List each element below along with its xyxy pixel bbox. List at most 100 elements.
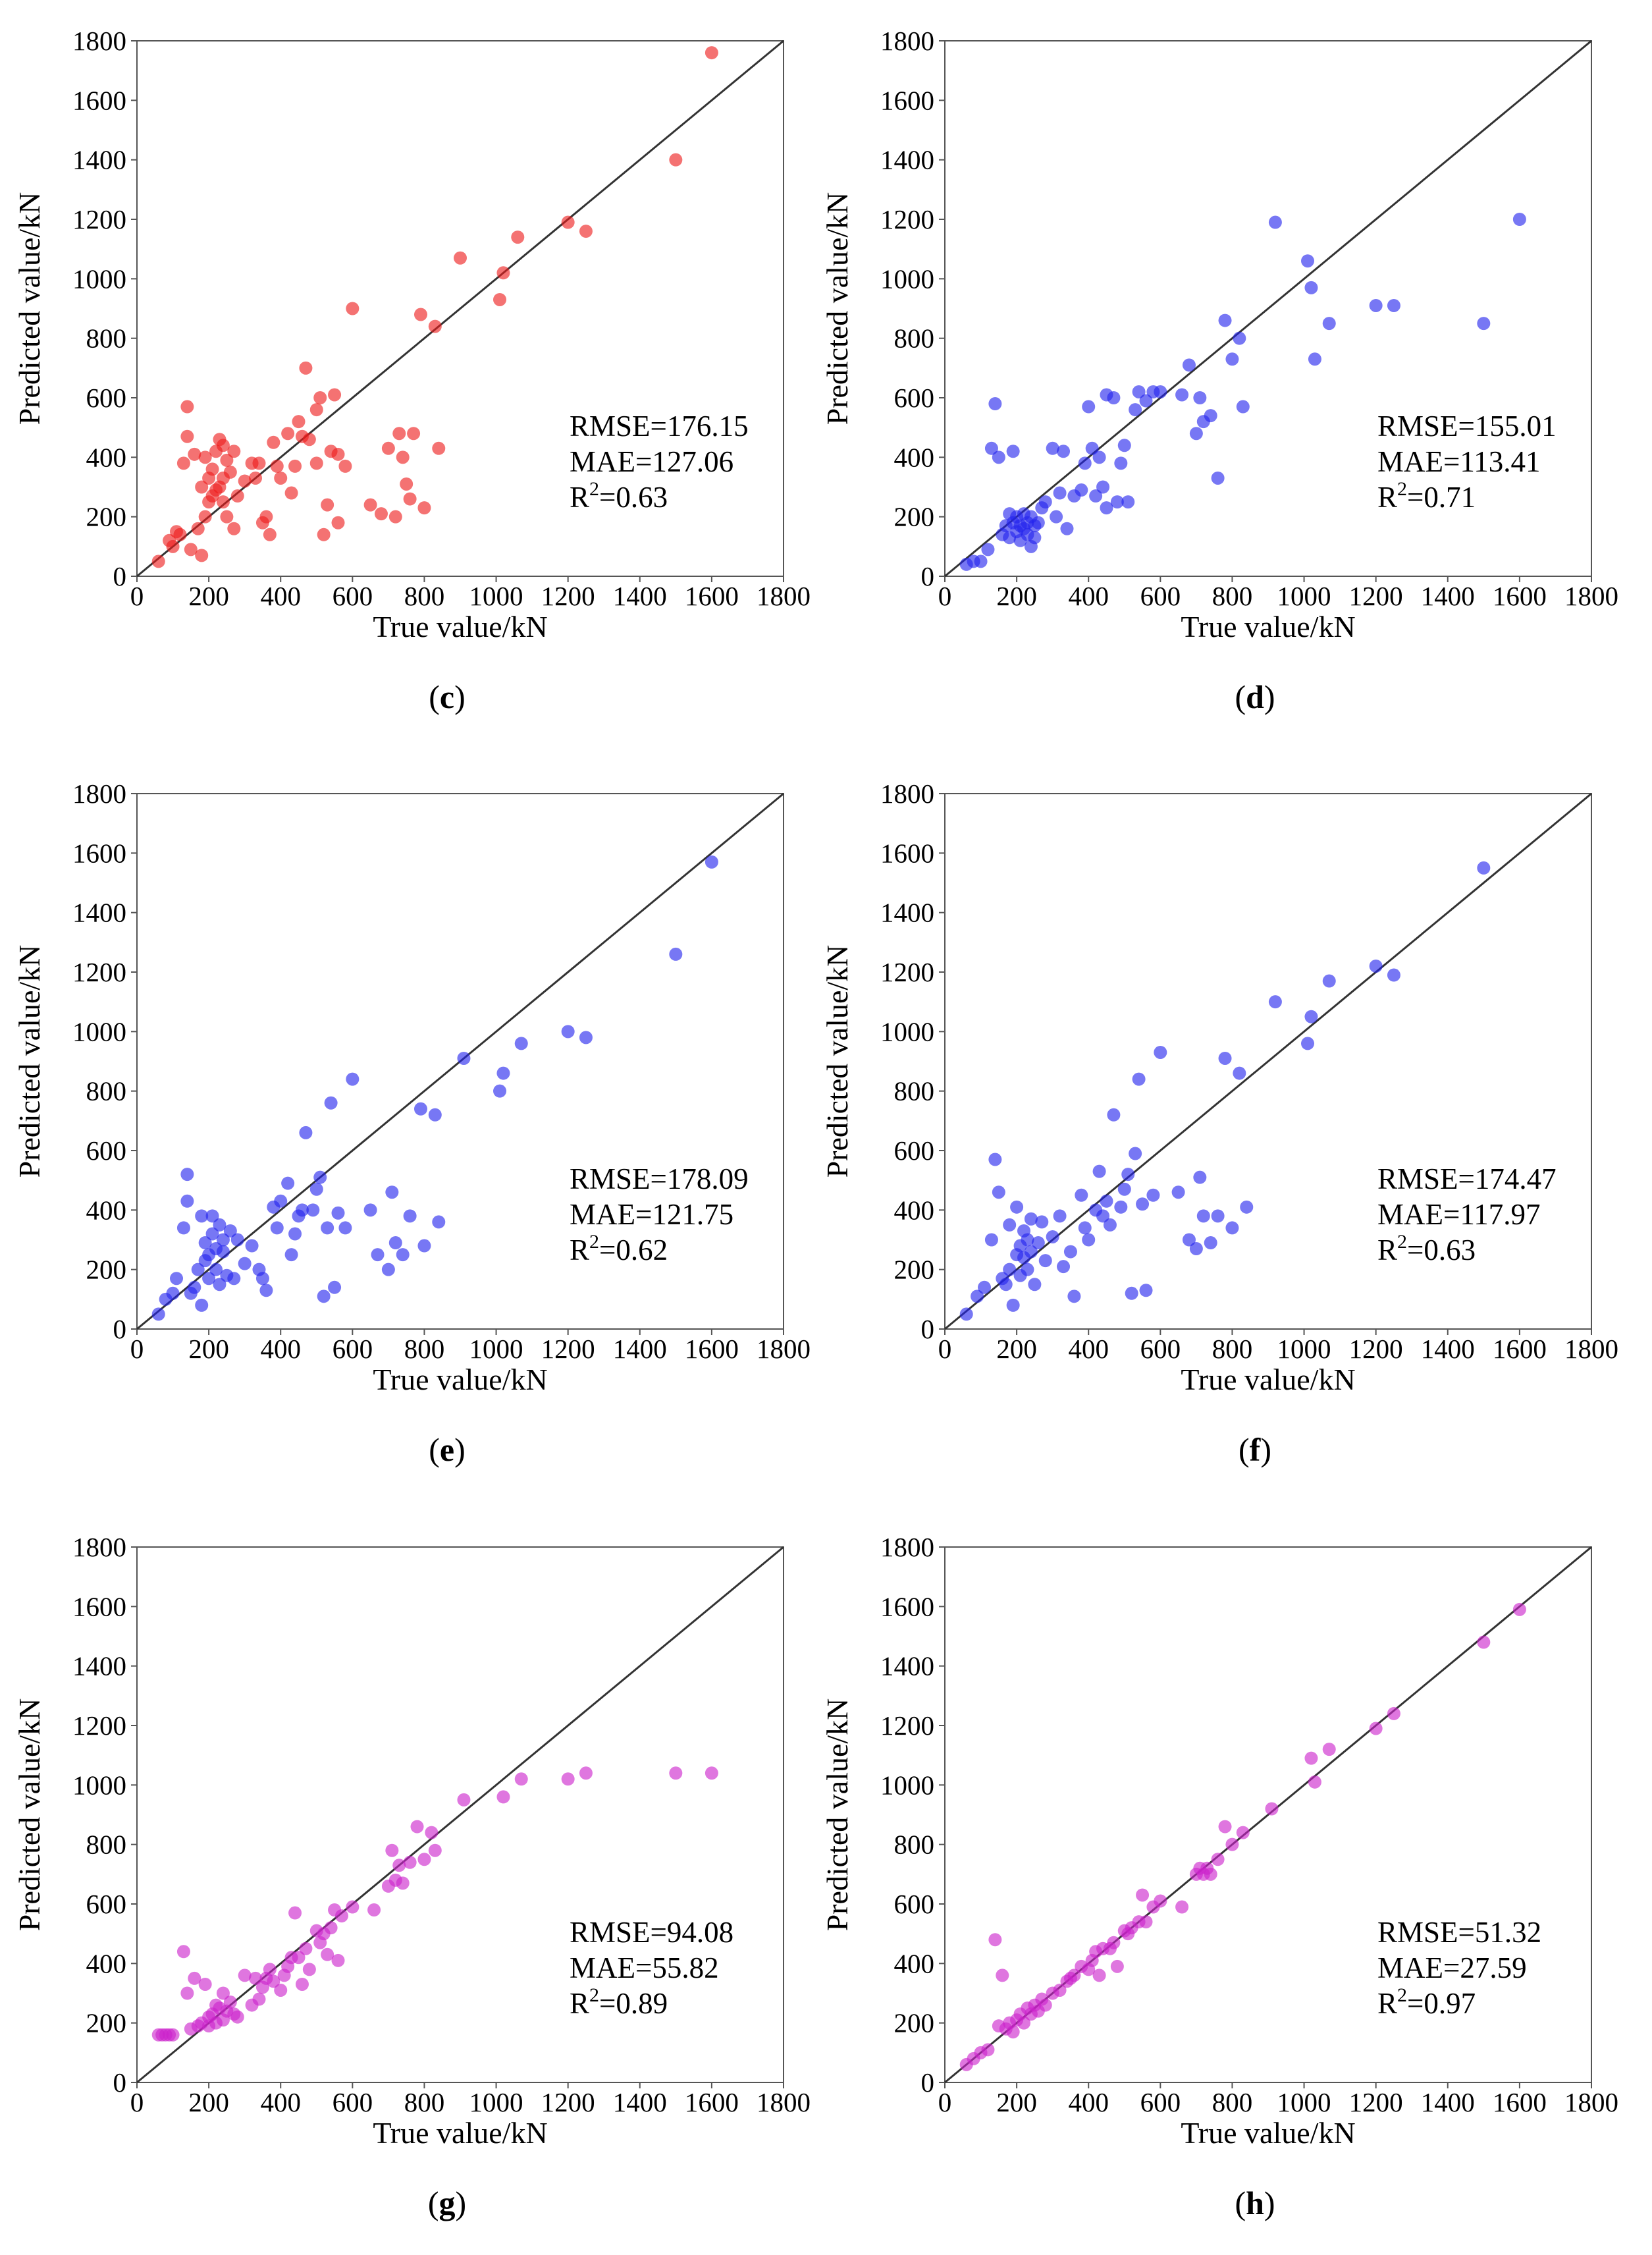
y-tick-label: 1200 bbox=[72, 957, 126, 987]
y-axis-label: Predicted value/kN bbox=[820, 192, 854, 425]
x-tick-label: 1800 bbox=[1564, 581, 1618, 611]
data-point bbox=[493, 292, 507, 306]
data-point bbox=[392, 1859, 406, 1872]
reference-line bbox=[944, 792, 1592, 1330]
mae-text: MAE=121.75 bbox=[570, 1198, 733, 1231]
data-point bbox=[205, 462, 219, 476]
data-point bbox=[514, 1772, 528, 1786]
data-point bbox=[198, 510, 212, 524]
data-point bbox=[223, 1996, 237, 2009]
data-point bbox=[188, 1280, 201, 1294]
y-tick-label: 800 bbox=[894, 1830, 935, 1860]
mae-text: MAE=113.41 bbox=[1377, 445, 1540, 478]
data-point bbox=[1136, 1888, 1150, 1902]
y-tick-label: 1600 bbox=[72, 838, 126, 868]
data-point bbox=[170, 1272, 184, 1286]
y-tick-label: 1800 bbox=[880, 26, 934, 56]
data-point bbox=[263, 1963, 277, 1976]
data-point bbox=[400, 477, 413, 491]
data-point bbox=[1236, 1826, 1250, 1839]
data-point bbox=[1477, 317, 1491, 331]
data-point bbox=[281, 427, 295, 441]
x-tick-label: 1400 bbox=[1421, 1334, 1475, 1364]
data-point bbox=[288, 459, 302, 473]
data-point bbox=[151, 1307, 165, 1321]
data-point bbox=[1082, 1233, 1096, 1247]
data-point bbox=[428, 1108, 442, 1122]
rmse-text: RMSE=178.09 bbox=[570, 1162, 749, 1195]
data-point bbox=[227, 445, 241, 458]
data-point bbox=[331, 1206, 345, 1220]
data-point bbox=[1211, 471, 1225, 485]
data-point bbox=[410, 1820, 424, 1834]
data-point bbox=[1301, 254, 1315, 268]
r2-value: =0.89 bbox=[599, 1987, 668, 2020]
data-point bbox=[1117, 439, 1131, 452]
data-point bbox=[1053, 1983, 1067, 1997]
x-tick-label: 1200 bbox=[1349, 581, 1403, 611]
data-point bbox=[1006, 2025, 1020, 2039]
data-point bbox=[288, 1906, 302, 1920]
data-point bbox=[988, 1933, 1002, 1947]
data-point bbox=[705, 46, 718, 60]
x-tick-label: 1000 bbox=[469, 1334, 523, 1364]
x-tick-label: 800 bbox=[1212, 1334, 1253, 1364]
data-point bbox=[425, 1826, 439, 1839]
data-point bbox=[1003, 1218, 1017, 1232]
x-axis-label: True value/kN bbox=[1181, 2116, 1355, 2150]
data-point bbox=[1322, 317, 1336, 331]
y-tick-label: 1800 bbox=[880, 778, 934, 809]
data-point bbox=[1139, 1284, 1153, 1297]
x-tick-label: 800 bbox=[1212, 581, 1253, 611]
x-tick-label: 1600 bbox=[685, 2087, 739, 2117]
data-point bbox=[252, 1992, 266, 2006]
data-point bbox=[1233, 1066, 1246, 1080]
data-point bbox=[374, 507, 388, 521]
data-point bbox=[1139, 1915, 1153, 1929]
x-tick-label: 0 bbox=[130, 2087, 144, 2117]
x-tick-label: 1800 bbox=[757, 581, 811, 611]
data-point bbox=[1125, 1286, 1138, 1300]
data-point bbox=[292, 415, 306, 429]
data-point bbox=[321, 1221, 334, 1235]
data-point bbox=[367, 1903, 381, 1917]
caption-letter: e bbox=[440, 1431, 454, 1468]
caption-letter: h bbox=[1246, 2185, 1264, 2221]
data-point bbox=[1189, 1242, 1203, 1256]
x-tick-label: 1800 bbox=[1564, 2087, 1618, 2117]
panel-e: 0 200 400 600 800 1000 1200 1400 1600 1800 0 200 400… bbox=[13, 778, 811, 1468]
y-tick-label: 1000 bbox=[880, 1770, 934, 1800]
data-point bbox=[1060, 522, 1074, 535]
data-point bbox=[302, 1963, 316, 1976]
data-point bbox=[252, 456, 266, 470]
data-point bbox=[1046, 441, 1059, 455]
data-point bbox=[1006, 1298, 1020, 1312]
data-point bbox=[216, 1986, 230, 2000]
x-tick-label: 1000 bbox=[1277, 1334, 1331, 1364]
data-point bbox=[176, 456, 190, 470]
y-tick-label: 800 bbox=[86, 323, 127, 354]
caption-letter: g bbox=[439, 2185, 456, 2221]
x-tick-label: 1400 bbox=[613, 2087, 667, 2117]
data-point bbox=[191, 522, 205, 535]
data-point bbox=[328, 1280, 342, 1294]
data-point bbox=[198, 1236, 212, 1250]
data-point bbox=[306, 1203, 320, 1217]
data-point bbox=[1085, 441, 1099, 455]
data-point bbox=[288, 1227, 302, 1241]
data-point bbox=[454, 251, 467, 265]
data-point bbox=[328, 388, 342, 402]
caption-close: ) bbox=[1264, 678, 1275, 715]
data-point bbox=[334, 1909, 348, 1923]
data-point bbox=[331, 516, 345, 530]
data-point bbox=[299, 1126, 313, 1139]
data-point bbox=[381, 1263, 395, 1276]
y-tick-label: 1800 bbox=[72, 778, 126, 809]
data-point bbox=[1512, 1602, 1526, 1616]
data-point bbox=[1211, 1853, 1225, 1866]
data-point bbox=[238, 1969, 252, 1982]
data-point bbox=[284, 1248, 298, 1262]
panel-caption: (g) bbox=[428, 2185, 466, 2221]
data-point bbox=[1304, 1751, 1318, 1765]
